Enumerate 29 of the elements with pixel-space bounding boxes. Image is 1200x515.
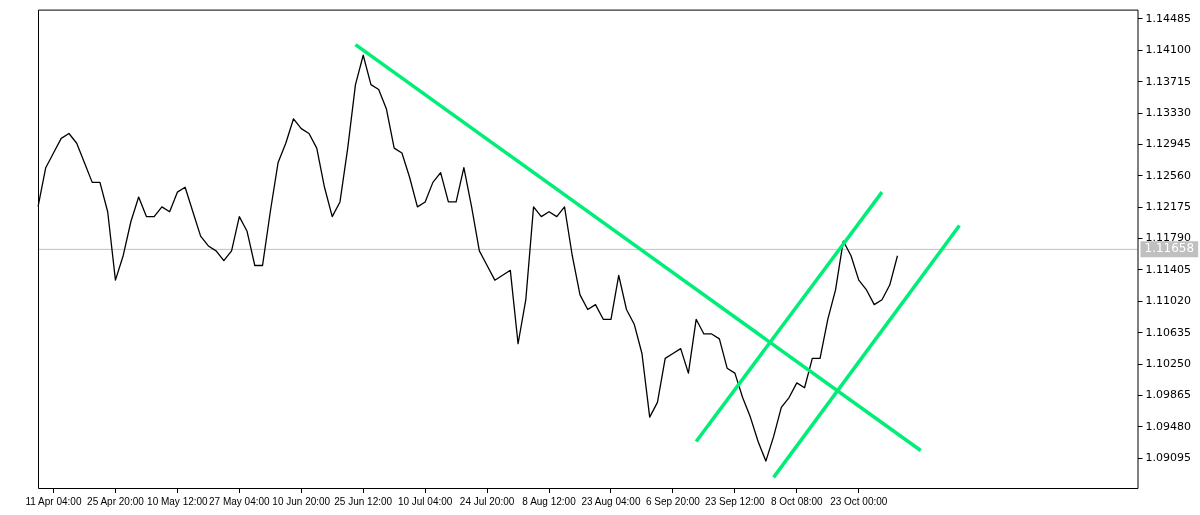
y-tick-label: 1.12945 (1145, 137, 1192, 151)
x-tick-label: 8 Oct 08:00 (770, 495, 824, 507)
x-tick-label: 27 May 04:00 (209, 495, 271, 507)
y-tick-label: 1.10250 (1145, 356, 1192, 370)
y-tick-label: 1.11405 (1145, 262, 1192, 276)
y-tick-label: 1.14100 (1145, 43, 1192, 57)
x-tick-label: 10 May 12:00 (147, 495, 209, 507)
x-tick-label: 23 Oct 00:00 (830, 495, 888, 507)
y-tick-label: 1.11020 (1145, 294, 1192, 308)
y-tick-label: 1.10635 (1145, 325, 1192, 339)
y-tick-label: 1.09095 (1145, 451, 1192, 465)
y-tick-label: 1.14485 (1145, 11, 1192, 25)
x-tick-label: 25 Jun 12:00 (334, 495, 393, 507)
x-tick-label: 23 Sep 12:00 (705, 495, 766, 507)
x-tick-label: 8 Aug 12:00 (522, 495, 577, 507)
x-tick-label: 23 Aug 04:00 (581, 495, 641, 507)
y-tick-label: 1.09480 (1145, 419, 1192, 433)
x-tick-label: 10 Jun 20:00 (272, 495, 331, 507)
x-tick-label: 24 Jul 20:00 (459, 495, 515, 507)
x-tick-label: 11 Apr 04:00 (25, 495, 82, 507)
y-tick-label: 1.13330 (1145, 105, 1192, 119)
x-tick-label: 10 Jul 04:00 (397, 495, 453, 507)
y-tick-label: 1.09865 (1145, 388, 1192, 402)
y-tick-label: 1.12560 (1145, 168, 1192, 182)
y-tick-label: 1.12175 (1145, 200, 1192, 214)
x-tick-label: 25 Apr 20:00 (87, 495, 145, 507)
x-tick-label: 6 Sep 20:00 (645, 495, 701, 507)
y-tick-label: 1.13715 (1145, 74, 1192, 88)
ref-line-label: 1.11658 (1144, 241, 1195, 256)
